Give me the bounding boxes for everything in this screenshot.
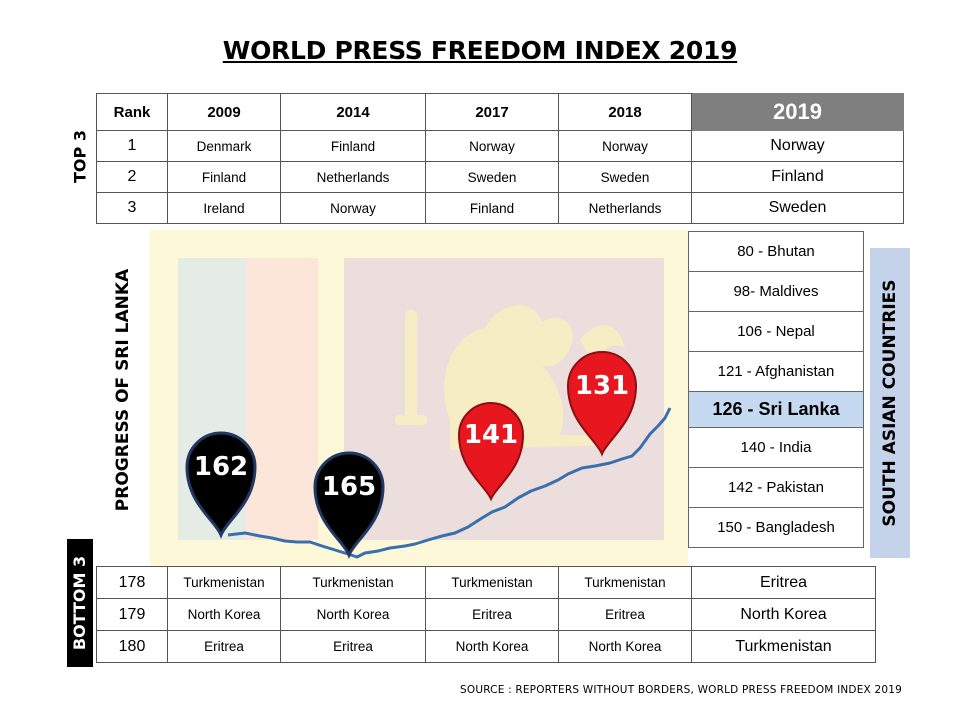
flag-orange-stripe: [246, 258, 318, 540]
table-cell: Eritrea: [425, 598, 559, 631]
map-pin-icon: [313, 451, 385, 560]
marker-131: 131: [566, 351, 638, 457]
table-cell: Finland: [425, 192, 559, 224]
map-pin-icon: [457, 402, 525, 502]
table-cell: Turkmenistan: [167, 566, 281, 599]
table-cell: Netherlands: [280, 161, 426, 193]
table-cell: Finland: [280, 130, 426, 162]
list-item: 140 - India: [688, 427, 864, 468]
header-2019: 2019: [691, 93, 904, 131]
map-pin-icon: [566, 351, 638, 457]
header-2014: 2014: [280, 93, 426, 131]
table-row: 3 Ireland Norway Finland Netherlands Swe…: [96, 192, 904, 224]
list-item: 80 - Bhutan: [688, 231, 864, 272]
south-asia-cell: 121 - Afghanistan: [688, 351, 864, 392]
top3-header-row: Rank 2009 2014 2017 2018 2019: [96, 93, 904, 131]
marker-131-label: 131: [575, 371, 629, 401]
rank-cell: 3: [96, 192, 168, 224]
table-cell: Norway: [425, 130, 559, 162]
list-item: 121 - Afghanistan: [688, 351, 864, 392]
bottom3-label: BOTTOM 3: [67, 539, 93, 667]
table-row: 2 Finland Netherlands Sweden Sweden Finl…: [96, 161, 904, 193]
south-asia-cell: 150 - Bangladesh: [688, 507, 864, 548]
marker-162: 162: [185, 431, 257, 540]
table-cell: Turkmenistan: [280, 566, 426, 599]
sri-lanka-progress-chart: 162 165 141 131: [150, 230, 688, 566]
rank-cell: 178: [96, 566, 168, 599]
list-item: 106 - Nepal: [688, 311, 864, 352]
top3-label: TOP 3: [70, 130, 90, 183]
rank-cell: 180: [96, 630, 168, 663]
table-cell-2019: North Korea: [691, 598, 876, 631]
table-row: 1 Denmark Finland Norway Norway Norway: [96, 130, 904, 162]
table-cell: Finland: [167, 161, 281, 193]
rank-cell: 179: [96, 598, 168, 631]
table-cell: North Korea: [425, 630, 559, 663]
header-rank: Rank: [96, 93, 168, 131]
table-cell: Turkmenistan: [425, 566, 559, 599]
list-item-highlight: 126 - Sri Lanka: [688, 391, 864, 428]
table-cell: Eritrea: [558, 598, 692, 631]
south-asia-cell: 142 - Pakistan: [688, 467, 864, 508]
progress-label: PROGRESS OF SRI LANKA: [113, 268, 133, 512]
list-item: 98- Maldives: [688, 271, 864, 312]
table-cell: Netherlands: [558, 192, 692, 224]
table-cell: Norway: [280, 192, 426, 224]
source-note: SOURCE : REPORTERS WITHOUT BORDERS, WORL…: [459, 684, 902, 696]
table-cell: North Korea: [167, 598, 281, 631]
rank-cell: 1: [96, 130, 168, 162]
table-cell: Eritrea: [280, 630, 426, 663]
marker-165: 165: [313, 451, 385, 560]
table-cell: Ireland: [167, 192, 281, 224]
table-cell-2019: Finland: [691, 161, 904, 193]
table-cell: Denmark: [167, 130, 281, 162]
marker-162-label: 162: [194, 452, 248, 482]
list-item: 142 - Pakistan: [688, 467, 864, 508]
table-cell-2019: Eritrea: [691, 566, 876, 599]
table-cell: Turkmenistan: [558, 566, 692, 599]
table-row: 178 Turkmenistan Turkmenistan Turkmenist…: [96, 566, 876, 599]
south-asia-table: 80 - Bhutan 98- Maldives 106 - Nepal 121…: [688, 231, 864, 548]
table-row: 179 North Korea North Korea Eritrea Erit…: [96, 598, 876, 631]
table-cell: Norway: [558, 130, 692, 162]
table-cell-2019: Turkmenistan: [691, 630, 876, 663]
header-2009: 2009: [167, 93, 281, 131]
list-item: 150 - Bangladesh: [688, 507, 864, 548]
south-asia-cell-sri-lanka: 126 - Sri Lanka: [688, 391, 864, 428]
table-cell: Sweden: [425, 161, 559, 193]
top3-table: Rank 2009 2014 2017 2018 2019 1 Denmark …: [96, 93, 904, 224]
table-cell: North Korea: [280, 598, 426, 631]
table-cell: Eritrea: [167, 630, 281, 663]
table-cell-2019: Norway: [691, 130, 904, 162]
trend-line: [227, 407, 672, 559]
marker-141-label: 141: [464, 420, 518, 450]
south-asia-cell: 106 - Nepal: [688, 311, 864, 352]
table-cell: Sweden: [558, 161, 692, 193]
header-2018: 2018: [558, 93, 692, 131]
marker-165-label: 165: [322, 472, 376, 502]
bottom3-table: 178 Turkmenistan Turkmenistan Turkmenist…: [96, 566, 876, 663]
marker-141: 141: [457, 402, 525, 502]
table-cell: North Korea: [558, 630, 692, 663]
south-asia-cell: 98- Maldives: [688, 271, 864, 312]
table-cell-2019: Sweden: [691, 192, 904, 224]
table-row: 180 Eritrea Eritrea North Korea North Ko…: [96, 630, 876, 663]
south-asia-cell: 80 - Bhutan: [688, 231, 864, 272]
south-asia-label: SOUTH ASIAN COUNTRIES: [870, 248, 910, 558]
map-pin-icon: [185, 431, 257, 540]
south-asia-cell: 140 - India: [688, 427, 864, 468]
page-title: WORLD PRESS FREEDOM INDEX 2019: [222, 36, 738, 65]
rank-cell: 2: [96, 161, 168, 193]
header-2017: 2017: [425, 93, 559, 131]
